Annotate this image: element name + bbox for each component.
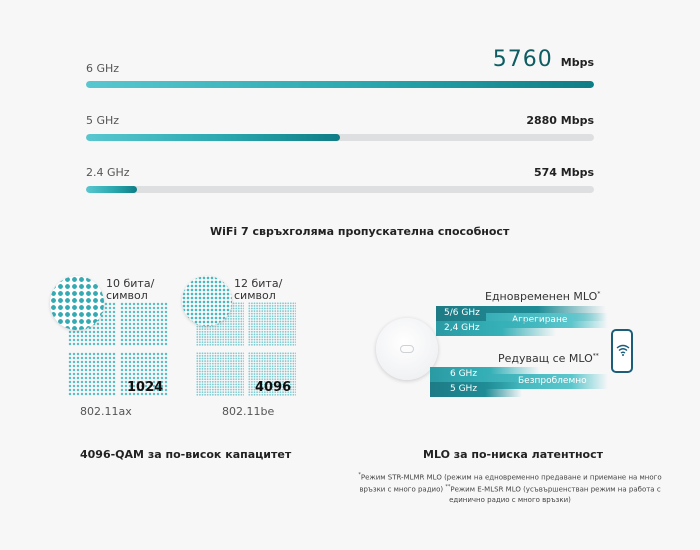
throughput-caption: WiFi 7 свръхголяма пропускателна способн… [210,225,510,238]
constellation-quadrant [120,302,168,346]
band-6ghz: 6 GHz 5760 Mbps [86,47,594,90]
band-label: 6 GHz [86,62,120,75]
qam-order: 4096 [255,380,292,395]
ribbon-label: Агрегиране [512,315,568,325]
constellation-quadrant [248,302,296,346]
qam-1024-panel: 10 бита/ символ 1024 802.11ax [50,272,180,422]
wifi-icon [616,344,630,359]
band-2-4ghz: 2.4 GHz 574 Mbps [86,166,594,196]
ribbon-label: 2,4 GHz [444,323,480,333]
band-track [86,134,594,141]
access-point-logo-icon [400,345,414,353]
mlo-footnote: *Режим STR-MLMR MLO (режим на едновремен… [358,472,662,504]
alternating-mlo-title: Редуващ се MLO** [498,352,599,365]
band-value: 2880 Mbps [526,114,594,127]
constellation-quadrant [196,352,244,396]
smartphone-icon [611,329,633,373]
wifi-standard: 802.11be [222,405,275,418]
band-value: 574 Mbps [533,166,594,179]
bits-per-symbol: 12 бита/ символ [234,277,283,302]
zoom-bubble [50,276,104,330]
band-fill [86,134,340,141]
band-5ghz: 5 GHz 2880 Mbps [86,114,594,144]
band-fill [86,81,594,88]
constellation-quadrant [248,352,296,396]
bits-per-symbol: 10 бита/ символ [106,277,155,302]
band-value-unit: Mbps [560,56,594,69]
ribbon-label: 5/6 GHz [444,308,480,318]
ribbon-2-4ghz: 2,4 GHz [436,321,556,336]
constellation-quadrant [120,352,168,396]
band-fill [86,186,137,193]
qam-4096-panel: 12 бита/ символ 4096 802.11be [180,272,310,422]
mlo-caption: MLO за по-ниска латентност [423,448,604,461]
ribbon-label: 6 GHz [450,369,478,379]
constellation-quadrant [68,352,116,396]
qam-caption: 4096-QAM за по-висок капацитет [80,448,292,461]
wifi-standard: 802.11ax [80,405,132,418]
ribbon-label: 5 GHz [450,384,478,394]
ribbon-5ghz: 5 GHz [430,382,522,397]
simultaneous-mlo-title: Едновременен MLO* [485,290,601,303]
zoom-bubble [182,276,232,326]
ribbon-label: Безпроблемно [518,376,587,386]
band-track [86,186,594,193]
band-value-number: 5760 [492,47,553,72]
qam-order: 1024 [127,380,164,395]
band-label: 2.4 GHz [86,166,130,179]
band-track [86,81,594,88]
band-label: 5 GHz [86,114,120,127]
access-point [376,318,438,380]
band-value: 5760 Mbps [493,47,594,72]
